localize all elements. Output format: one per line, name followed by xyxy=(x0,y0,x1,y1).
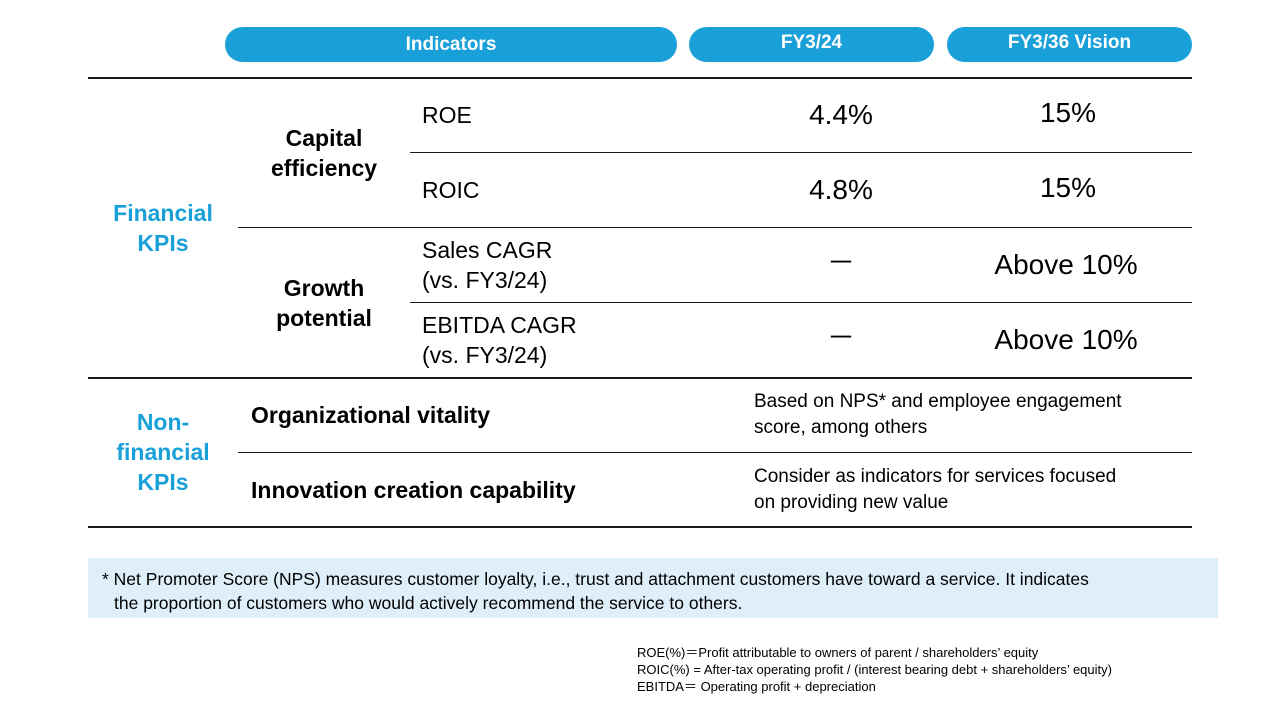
header-fy-current: FY3/24 xyxy=(689,27,934,62)
non-financial-kpis-label: Non- financial KPIs xyxy=(116,409,210,495)
indicator-innovation-creation: Innovation creation capability xyxy=(251,477,576,503)
indicator-roe: ROE xyxy=(422,102,472,128)
indicator-roic: ROIC xyxy=(422,177,480,203)
roic-fy-current: 4.8% xyxy=(809,174,873,205)
definition-ebitda: EBITDA＝ Operating profit + depreciation xyxy=(637,679,876,694)
roe-fy-vision: 15% xyxy=(1039,97,1097,128)
organizational-vitality-description: Based on NPS* and employee engagement sc… xyxy=(754,391,1122,438)
table-top-rule xyxy=(88,77,1192,79)
definition-roic: ROIC(%) = After-tax operating profit / (… xyxy=(637,662,1112,677)
capital-efficiency-label: Capital efficiency xyxy=(270,125,378,181)
row-divider xyxy=(238,227,1192,228)
header-indicators: Indicators xyxy=(225,27,677,62)
nps-footnote: * Net Promoter Score (NPS) measures cust… xyxy=(88,558,1218,618)
section-divider xyxy=(88,377,1192,379)
row-divider xyxy=(238,452,1192,453)
financial-kpis-label: Financial KPIs xyxy=(113,200,213,256)
indicator-ebitda-cagr: EBITDA CAGR (vs. FY3/24) xyxy=(422,312,577,368)
ebitda-cagr-fy-current: － xyxy=(826,322,855,353)
sales-cagr-fy-vision: Above 10% xyxy=(994,249,1138,280)
header-fy-vision: FY3/36 Vision xyxy=(947,27,1192,62)
table-bottom-rule xyxy=(88,526,1192,528)
indicator-sales-cagr: Sales CAGR (vs. FY3/24) xyxy=(422,237,553,293)
row-divider xyxy=(410,302,1192,303)
row-divider xyxy=(410,152,1192,153)
indicator-organizational-vitality: Organizational vitality xyxy=(251,402,490,428)
roe-fy-current: 4.4% xyxy=(809,99,873,130)
sales-cagr-fy-current: － xyxy=(826,247,855,278)
roic-fy-vision: 15% xyxy=(1039,172,1097,203)
ebitda-cagr-fy-vision: Above 10% xyxy=(994,324,1138,355)
innovation-creation-description: Consider as indicators for services focu… xyxy=(754,466,1117,513)
growth-potential-label: Growth potential xyxy=(276,275,372,331)
definition-roe: ROE(%)＝Profit attributable to owners of … xyxy=(637,645,1039,660)
definitions: ROE(%)＝Profit attributable to owners of … xyxy=(637,644,1112,695)
